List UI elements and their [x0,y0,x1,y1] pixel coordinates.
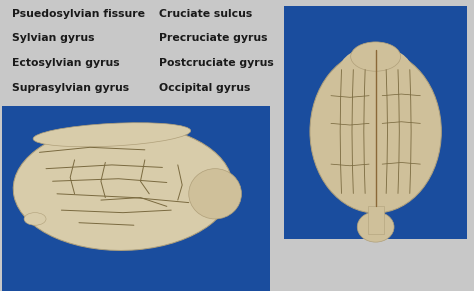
Text: Precruciate gyrus: Precruciate gyrus [159,33,267,43]
Text: Psuedosylvian fissure: Psuedosylvian fissure [12,9,145,19]
Ellipse shape [357,212,394,242]
Text: Cruciate sulcus: Cruciate sulcus [159,9,252,19]
Text: Postcruciate gyrus: Postcruciate gyrus [159,58,273,68]
Text: Sylvian gyrus: Sylvian gyrus [12,33,94,43]
Ellipse shape [189,169,241,219]
Ellipse shape [351,42,401,71]
Text: Occipital gyrus: Occipital gyrus [159,83,250,93]
Bar [2,106,270,291]
Ellipse shape [33,123,191,147]
Bar [284,6,467,239]
Ellipse shape [13,125,233,251]
Bar [368,206,383,234]
Text: Ectosylvian gyrus: Ectosylvian gyrus [12,58,119,68]
Ellipse shape [24,213,46,225]
Text: Suprasylvian gyrus: Suprasylvian gyrus [12,83,129,93]
Ellipse shape [339,47,412,93]
Ellipse shape [310,50,441,213]
